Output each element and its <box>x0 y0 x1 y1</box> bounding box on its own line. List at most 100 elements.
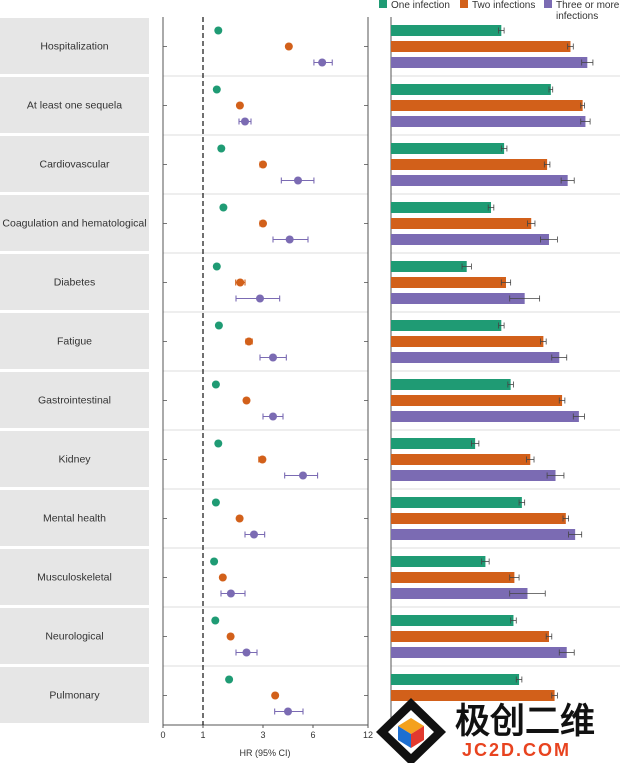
bar <box>391 529 576 540</box>
bar <box>391 261 467 272</box>
x-tick-label: 6 <box>310 730 315 740</box>
hr-point <box>236 278 245 287</box>
watermark: 极创二维 JC2D.COM <box>376 698 595 763</box>
hr-point <box>250 530 258 539</box>
legend-label-one: One infection <box>391 0 450 11</box>
bar <box>391 159 548 170</box>
x-tick-label: 3 <box>260 730 265 740</box>
hr-point <box>214 321 223 330</box>
row-backgrounds <box>0 18 149 723</box>
hr-point <box>211 380 220 389</box>
category-label-musculoskeletal: Musculoskeletal <box>37 572 112 584</box>
row-bg-hospitalization <box>0 18 149 74</box>
hr-point <box>212 262 221 271</box>
category-label-coagulation-and-hematological: Coagulation and hematological <box>2 218 146 230</box>
hr-point <box>271 691 280 700</box>
category-label-mental-health: Mental health <box>43 513 106 525</box>
hr-point <box>258 455 267 464</box>
hr-point <box>242 396 251 405</box>
hr-point <box>211 498 220 507</box>
category-label-pulmonary: Pulmonary <box>49 690 100 702</box>
bar <box>391 202 492 213</box>
bar <box>391 41 571 52</box>
hr-point <box>210 557 219 566</box>
hr-point <box>235 514 244 523</box>
row-bg-at-least-one-sequela <box>0 77 149 133</box>
category-label-at-least-one-sequela: At least one sequela <box>27 100 122 112</box>
category-label-diabetes: Diabetes <box>54 277 95 289</box>
hr-point <box>242 648 251 657</box>
category-label-cardiovascular: Cardiovascular <box>39 159 110 171</box>
legend-label-three-line1: Three or more <box>556 0 620 11</box>
bar <box>391 438 476 449</box>
hr-point <box>256 294 264 303</box>
x-tick-label: 1 <box>200 730 205 740</box>
bar <box>391 218 532 229</box>
hr-point <box>214 439 223 448</box>
bar <box>391 175 568 186</box>
bar <box>391 143 505 154</box>
bar <box>391 615 514 626</box>
row-bg-fatigue <box>0 313 149 369</box>
x-axis-label: HR (95% CI) <box>239 748 290 758</box>
bar <box>391 690 555 701</box>
hr-point <box>226 589 235 598</box>
legend-label-three-line2: infections <box>556 11 598 22</box>
hr-point <box>269 412 277 421</box>
bar <box>391 116 586 127</box>
bar <box>391 379 511 390</box>
watermark-cn: 极创二维 <box>455 702 595 741</box>
x-tick-label: 0 <box>160 730 165 740</box>
bar <box>391 588 528 599</box>
category-label-kidney: Kidney <box>58 454 91 466</box>
watermark-logo-icon <box>376 698 446 763</box>
bar <box>391 320 502 331</box>
legend: One infection Two infections Three or mo… <box>379 0 620 22</box>
hr-point <box>244 337 253 346</box>
category-labels: Hospitalization At least one sequela Cardi… <box>2 41 146 702</box>
legend-swatch-one <box>379 0 387 8</box>
bar <box>391 454 531 465</box>
watermark-url: JC2D.COM <box>462 740 571 760</box>
hr-point <box>211 616 220 625</box>
bar <box>391 100 583 111</box>
bar <box>391 352 560 363</box>
row-bg-kidney <box>0 431 149 487</box>
row-bg-coagulation-and-hematological <box>0 195 149 251</box>
bar <box>391 513 566 524</box>
forest-plot: 0 1 3 6 12 HR (95% CI) <box>160 17 373 758</box>
bar <box>391 556 486 567</box>
category-label-hospitalization: Hospitalization <box>40 41 108 53</box>
bar <box>391 57 588 68</box>
bar <box>391 293 525 304</box>
row-bg-cardiovascular <box>0 136 149 192</box>
legend-label-two: Two infections <box>472 0 535 11</box>
bar <box>391 470 556 481</box>
hr-point <box>218 573 227 582</box>
bar <box>391 647 567 658</box>
bar <box>391 277 506 288</box>
bar-chart <box>390 17 620 725</box>
category-label-gastrointestinal: Gastrointestinal <box>38 395 111 407</box>
hr-point <box>235 101 244 110</box>
bar <box>391 674 520 685</box>
bar <box>391 395 563 406</box>
hr-point <box>269 353 277 362</box>
hr-point <box>212 85 221 94</box>
bar <box>391 25 502 36</box>
x-tick-label: 12 <box>363 730 373 740</box>
row-bg-pulmonary <box>0 667 149 723</box>
hr-point <box>318 58 327 67</box>
hr-point <box>217 144 226 153</box>
hr-point <box>226 632 235 641</box>
bar <box>391 631 549 642</box>
hr-point <box>225 675 234 684</box>
row-bg-musculoskeletal <box>0 549 149 605</box>
category-label-neurological: Neurological <box>45 631 103 643</box>
legend-swatch-three <box>544 0 552 8</box>
hr-point <box>219 203 228 212</box>
category-label-fatigue: Fatigue <box>57 336 92 348</box>
bar <box>391 572 515 583</box>
row-bg-neurological <box>0 608 149 664</box>
